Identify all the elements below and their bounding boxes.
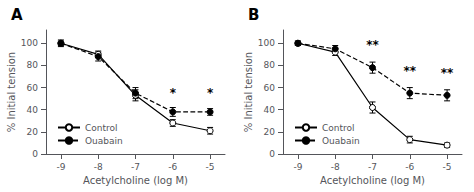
svg-text:**: **	[404, 64, 417, 78]
svg-text:-9: -9	[293, 162, 302, 172]
svg-text:Ouabain: Ouabain	[85, 136, 123, 146]
svg-text:*: *	[170, 86, 177, 100]
svg-text:A: A	[11, 6, 23, 24]
svg-text:Acetylcholine (log M): Acetylcholine (log M)	[320, 175, 425, 186]
svg-text:-6: -6	[405, 162, 414, 172]
svg-text:Control: Control	[322, 123, 355, 133]
svg-text:*: *	[207, 86, 214, 100]
svg-text:-8: -8	[331, 162, 340, 172]
svg-text:Control: Control	[85, 123, 118, 133]
svg-text:60: 60	[264, 83, 276, 93]
svg-text:60: 60	[27, 83, 39, 93]
svg-text:-8: -8	[94, 162, 103, 172]
svg-text:B: B	[248, 6, 259, 24]
svg-text:Acetylcholine (log M): Acetylcholine (log M)	[83, 175, 188, 186]
svg-text:20: 20	[264, 127, 276, 137]
svg-text:**: **	[441, 66, 454, 80]
svg-text:-7: -7	[131, 162, 140, 172]
svg-text:-9: -9	[56, 162, 65, 172]
svg-text:-7: -7	[368, 162, 377, 172]
svg-text:40: 40	[27, 105, 39, 115]
svg-text:100: 100	[258, 38, 275, 48]
svg-text:-5: -5	[443, 162, 452, 172]
svg-text:0: 0	[269, 149, 275, 159]
svg-text:20: 20	[27, 127, 39, 137]
svg-text:-5: -5	[206, 162, 215, 172]
svg-text:% Initial tension: % Initial tension	[243, 52, 254, 132]
svg-text:100: 100	[21, 38, 38, 48]
svg-text:80: 80	[27, 60, 39, 70]
svg-text:**: **	[366, 38, 379, 52]
svg-text:-6: -6	[168, 162, 177, 172]
svg-text:0: 0	[32, 149, 38, 159]
svg-text:Ouabain: Ouabain	[322, 136, 360, 146]
svg-text:80: 80	[264, 60, 276, 70]
svg-text:% Initial tension: % Initial tension	[6, 52, 17, 132]
svg-text:40: 40	[264, 105, 276, 115]
